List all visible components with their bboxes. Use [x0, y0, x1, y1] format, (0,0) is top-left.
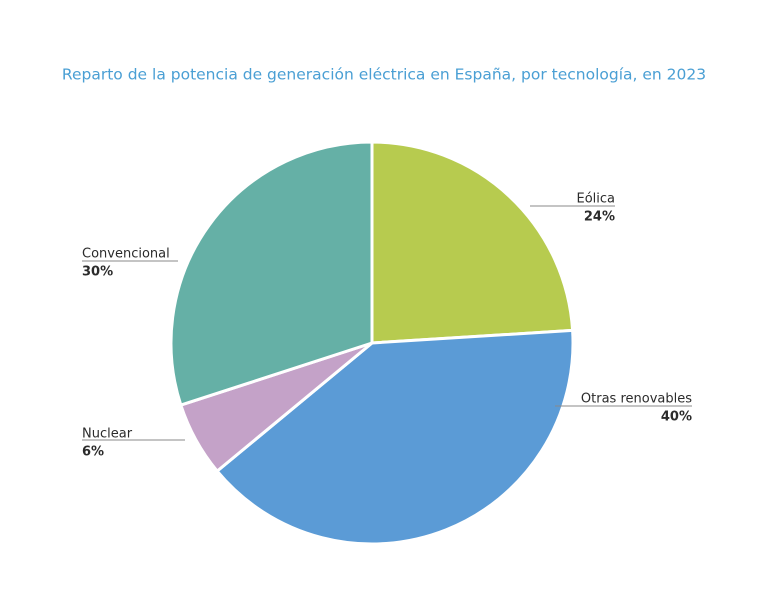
slice-value: 24% — [584, 210, 615, 225]
slice-value: 6% — [82, 445, 104, 460]
labels: Eólica 24% Otras renovables 40% Nuclear 6% Con… — [82, 192, 692, 460]
slice-label: Convencional — [82, 247, 170, 262]
pie — [169, 140, 575, 546]
chart-title: Reparto de la potencia de generación elé… — [62, 66, 706, 84]
slice-label: Eólica — [576, 192, 615, 207]
slice-value: 40% — [661, 410, 692, 425]
slice-value: 30% — [82, 265, 113, 280]
pie-slice — [370, 140, 575, 345]
slice-label: Nuclear — [82, 427, 133, 442]
pie-slice — [169, 140, 374, 407]
pie-slice — [215, 328, 575, 546]
slice-label: Otras renovables — [581, 392, 692, 407]
